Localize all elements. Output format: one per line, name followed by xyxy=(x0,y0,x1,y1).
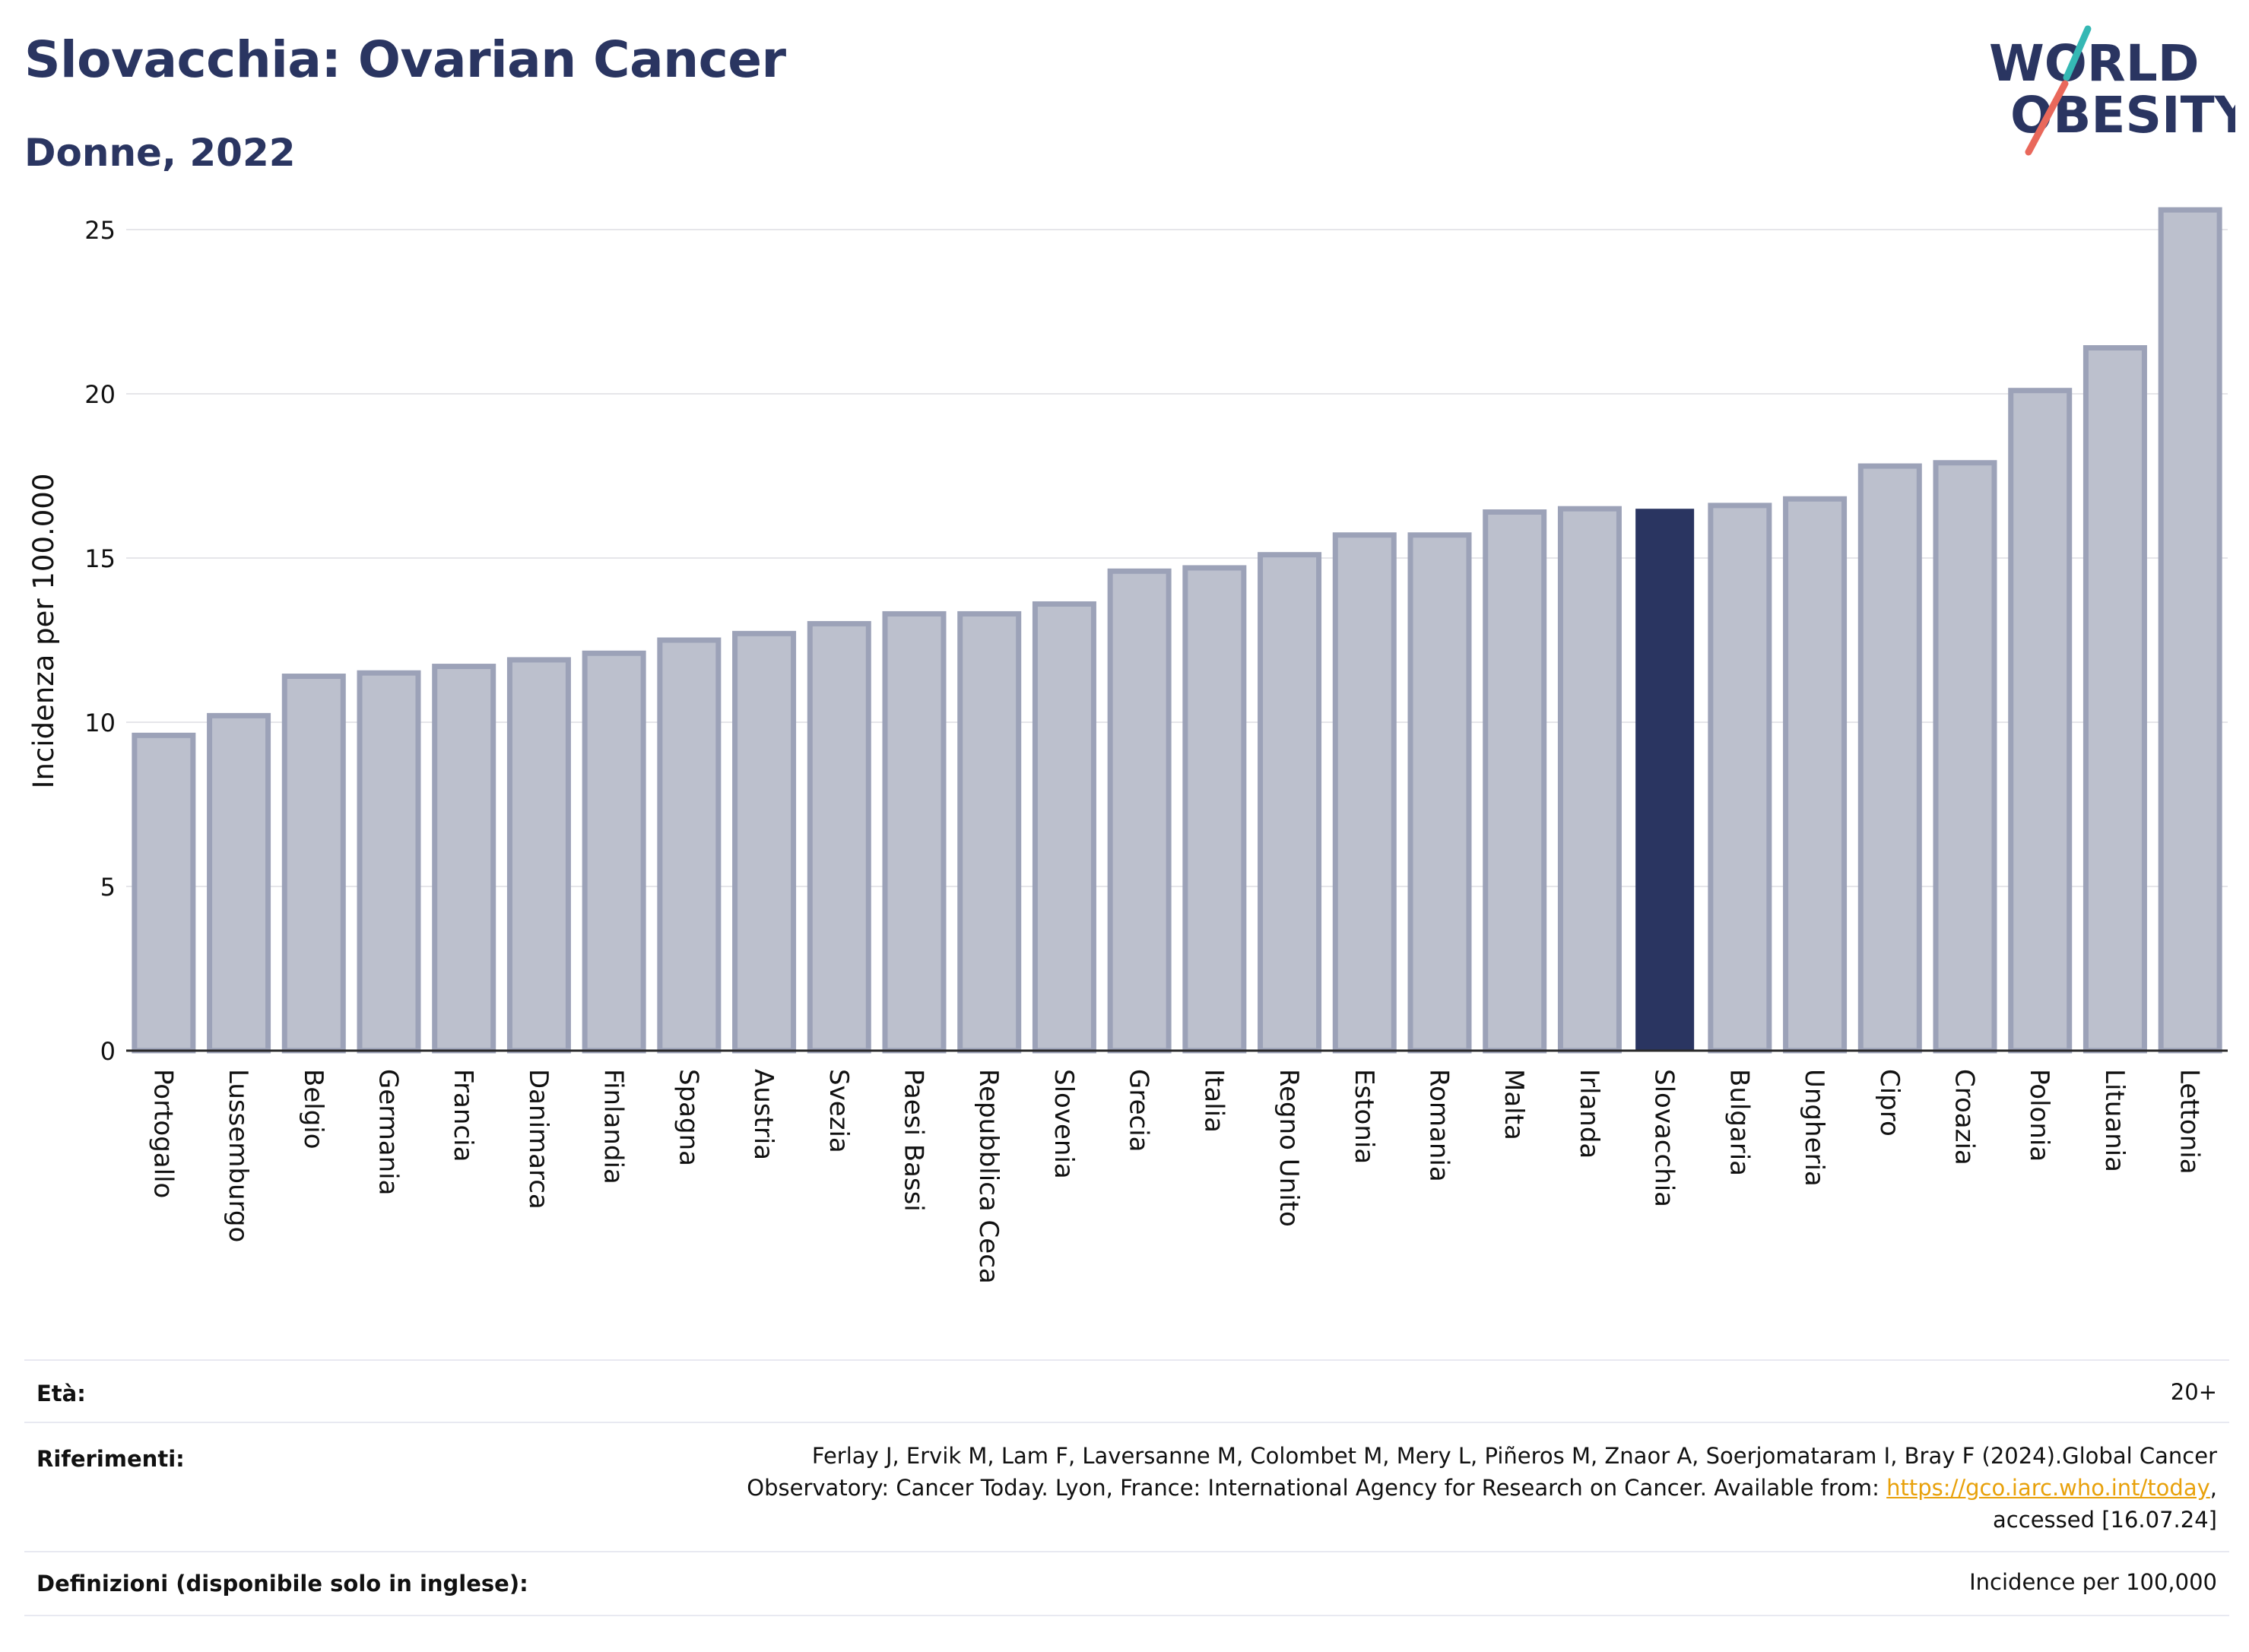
x-tick-label: Repubblica Ceca xyxy=(973,1069,1004,1284)
x-tick-label: Irlanda xyxy=(1574,1069,1604,1159)
bar-chart: 0 5 10 15 20 25 Portogallo Lussemburgo Belgio Ger… xyxy=(27,207,2228,1284)
bar xyxy=(1032,601,1096,1054)
x-tick-label: Lituania xyxy=(2099,1069,2130,1172)
bar xyxy=(207,712,271,1054)
logo-slash-teal xyxy=(2063,25,2092,81)
world-obesity-logo: WORLD OBESITY xyxy=(1989,25,2235,156)
y-axis-label: Incidenza per 100.000 xyxy=(27,474,60,789)
bar xyxy=(132,732,196,1054)
references-line-2: Observatory: Cancer Today. Lyon, France:… xyxy=(747,1472,2217,1504)
bar xyxy=(1857,463,1922,1054)
bar xyxy=(1483,509,1547,1054)
bar xyxy=(657,637,722,1054)
references-line-3: accessed [16.07.24] xyxy=(1993,1507,2217,1533)
bar xyxy=(1332,532,1397,1054)
references-label: Riferimenti: xyxy=(36,1446,185,1472)
bar xyxy=(1407,532,1472,1054)
y-tick-label: 10 xyxy=(84,709,116,737)
bar xyxy=(281,674,346,1054)
references-line-1: Ferlay J, Ervik M, Lam F, Laversanne M, … xyxy=(811,1443,2217,1469)
bar xyxy=(2158,207,2222,1054)
bar-highlight xyxy=(1635,509,1695,1051)
age-value: 20+ xyxy=(2170,1379,2217,1405)
x-tick-label: Polonia xyxy=(2024,1069,2054,1162)
x-tick-label: Francia xyxy=(448,1069,478,1162)
bar xyxy=(2082,345,2147,1054)
x-tick-label: Malta xyxy=(1499,1069,1529,1140)
bar xyxy=(506,657,571,1054)
x-tick-label: Bulgaria xyxy=(1724,1069,1754,1176)
bar xyxy=(2008,388,2073,1054)
age-label: Età: xyxy=(36,1381,86,1406)
x-tick-label: Spagna xyxy=(673,1069,703,1166)
x-tick-label: Slovenia xyxy=(1048,1069,1079,1179)
bar xyxy=(1783,496,1848,1054)
x-tick-label: Slovacchia xyxy=(1649,1069,1680,1207)
page-title: Slovacchia: Ovarian Cancer xyxy=(24,30,786,89)
bar xyxy=(432,664,496,1054)
x-tick-label: Croazia xyxy=(1949,1069,1980,1165)
bar xyxy=(957,610,1022,1054)
x-tick-label: Finlandia xyxy=(598,1069,629,1184)
y-tick-label: 0 xyxy=(100,1037,116,1066)
bar xyxy=(882,610,947,1054)
x-tick-label: Lussemburgo xyxy=(223,1069,253,1242)
x-tick-label: Danimarca xyxy=(523,1069,554,1210)
x-tick-label: Estonia xyxy=(1349,1069,1379,1164)
bar xyxy=(1258,552,1322,1054)
x-tick-label: Austria xyxy=(748,1069,779,1160)
bar xyxy=(1182,565,1247,1054)
bar xyxy=(732,630,797,1054)
y-tick-label: 5 xyxy=(100,873,116,902)
info-row-age: Età: 20+ xyxy=(24,1359,2229,1423)
x-tick-label: Paesi Bassi xyxy=(899,1069,929,1212)
x-tick-label: Germania xyxy=(373,1069,404,1195)
bar xyxy=(1933,460,1997,1054)
y-tick-label: 25 xyxy=(84,216,116,245)
x-tick-label: Romania xyxy=(1424,1069,1454,1182)
bar xyxy=(582,650,646,1054)
definitions-value: Incidence per 100,000 xyxy=(1969,1569,2217,1595)
definitions-label: Definizioni (disponibile solo in inglese… xyxy=(36,1571,528,1597)
y-tick-label: 20 xyxy=(84,380,116,409)
x-tick-label: Italia xyxy=(1198,1069,1229,1133)
info-row-references: Riferimenti: Ferlay J, Ervik M, Lam F, L… xyxy=(24,1422,2229,1552)
x-tick-label: Belgio xyxy=(298,1069,328,1149)
x-tick-label: Regno Unito xyxy=(1274,1069,1304,1227)
logo-slash-coral xyxy=(2025,80,2069,156)
page-subtitle: Donne, 2022 xyxy=(24,131,296,175)
y-tick-label: 15 xyxy=(84,544,116,573)
x-tick-label: Svezia xyxy=(823,1069,854,1153)
x-tick-label: Portogallo xyxy=(148,1069,178,1198)
references-text: Ferlay J, Ervik M, Lam F, Laversanne M, … xyxy=(747,1440,2217,1536)
bar xyxy=(357,670,421,1054)
references-line-2-text: Observatory: Cancer Today. Lyon, France:… xyxy=(747,1475,1887,1501)
bar xyxy=(1708,503,1772,1054)
info-row-definitions: Definizioni (disponibile solo in inglese… xyxy=(24,1551,2229,1616)
x-tick-label: Grecia xyxy=(1124,1069,1154,1152)
bar xyxy=(807,620,871,1054)
x-tick-label: Ungheria xyxy=(1799,1069,1829,1187)
x-tick-label: Lettonia xyxy=(2174,1069,2205,1175)
references-link[interactable]: https://gco.iarc.who.int/today xyxy=(1886,1475,2210,1501)
bar xyxy=(1107,568,1172,1054)
bar xyxy=(1557,506,1622,1054)
references-line-2-comma: , xyxy=(2209,1475,2217,1501)
logo-text-world: WORLD xyxy=(1989,34,2200,93)
x-tick-label: Cipro xyxy=(1874,1069,1905,1137)
